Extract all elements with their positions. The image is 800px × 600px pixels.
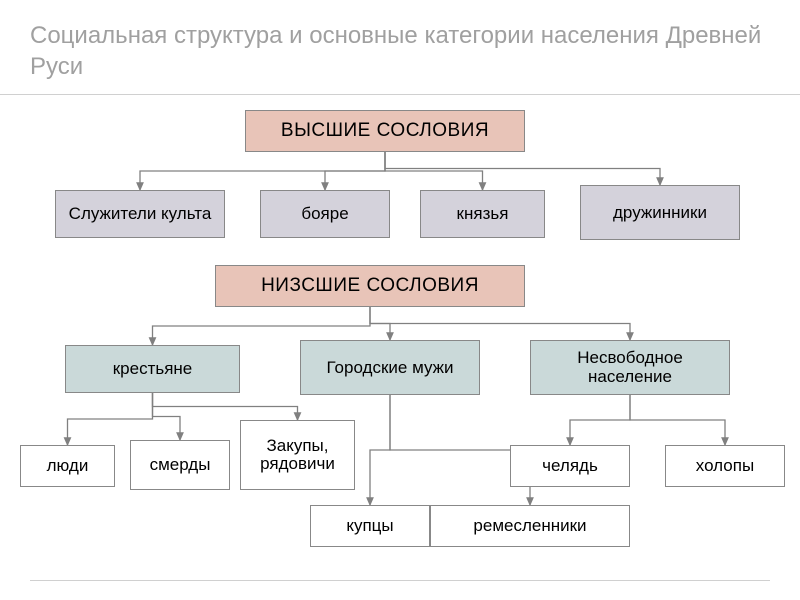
node-people: люди [20, 445, 115, 487]
node-townsmen: Городские мужи [300, 340, 480, 395]
node-unfree: Несвободное население [530, 340, 730, 395]
node-princes: князья [420, 190, 545, 238]
node-artisans: ремесленники [430, 505, 630, 547]
node-chelyad: челядь [510, 445, 630, 487]
node-clergy: Служители культа [55, 190, 225, 238]
node-mid-header: НИЗСШИЕ СОСЛОВИЯ [215, 265, 525, 307]
node-boyars: бояре [260, 190, 390, 238]
node-peasants: крестьяне [65, 345, 240, 393]
node-merchants: купцы [310, 505, 430, 547]
bottom-divider [30, 580, 770, 581]
node-kholopy: холопы [665, 445, 785, 487]
node-druzhina: дружинники [580, 185, 740, 240]
page-title: Социальная структура и основные категори… [0, 0, 800, 95]
diagram-canvas: ВЫСШИЕ СОСЛОВИЯ Служители культа бояре к… [0, 105, 800, 595]
node-top-header: ВЫСШИЕ СОСЛОВИЯ [245, 110, 525, 152]
node-smerdy: смерды [130, 440, 230, 490]
node-zakupy: Закупы, рядовичи [240, 420, 355, 490]
